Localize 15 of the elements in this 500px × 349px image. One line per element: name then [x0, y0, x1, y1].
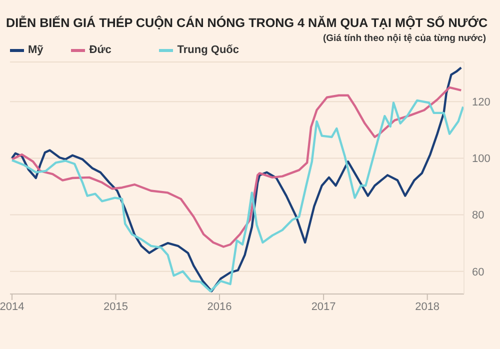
- line-series: [10, 86, 462, 248]
- chart-title: DIỄN BIẾN GIÁ THÉP CUỘN CÁN NÓNG TRONG 4 NĂM QUA TẠI MỘT SỐ NƯỚC: [5, 14, 489, 30]
- x-tick-label: 2014: [0, 300, 24, 313]
- legend-label: Đức: [89, 44, 112, 56]
- y-tick-label: 100: [472, 153, 490, 166]
- chart-subtitle: (Giá tính theo nội tệ của từng nước): [322, 32, 487, 44]
- legend-label: Mỹ: [28, 44, 44, 56]
- y-tick-label: 80: [472, 210, 484, 222]
- y-tick-label: 60: [472, 266, 484, 278]
- x-tick-label: 2018: [415, 300, 440, 313]
- x-tick-label: 2017: [311, 300, 336, 313]
- legend-label: Trung Quốc: [177, 44, 240, 56]
- y-tick-label: 120: [472, 96, 490, 109]
- x-tick-label: 2016: [207, 300, 232, 313]
- x-tick-label: 2015: [104, 300, 128, 313]
